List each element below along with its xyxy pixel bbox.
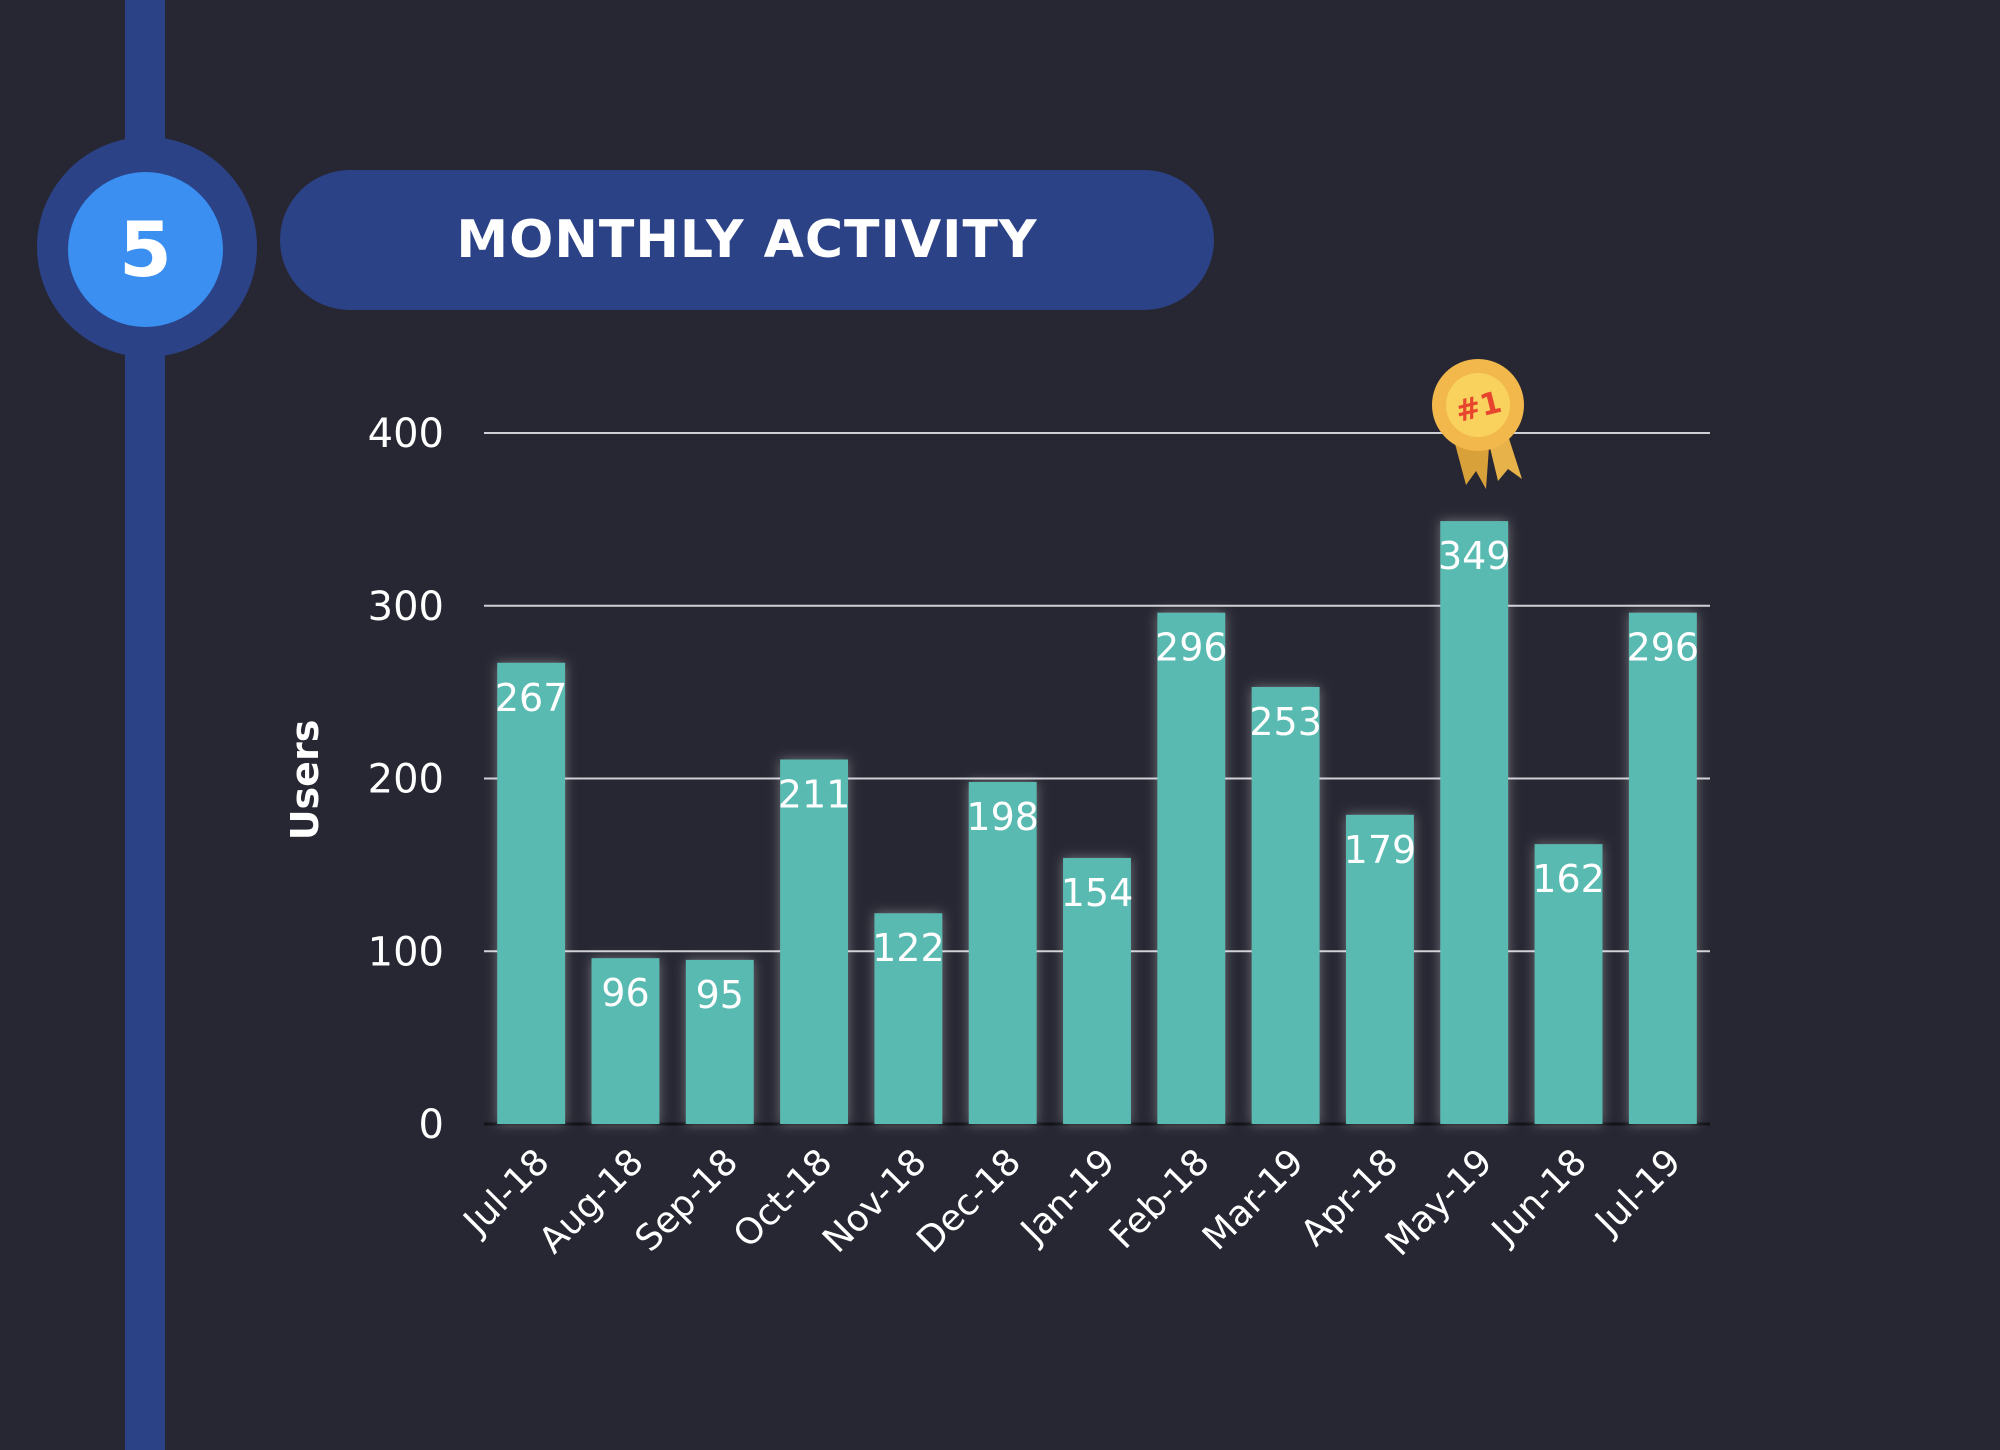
section-title: MONTHLY ACTIVITY bbox=[280, 170, 1214, 310]
step-number-badge: 5 bbox=[68, 172, 223, 327]
y-tick-label: 300 bbox=[368, 584, 444, 630]
bar-value-label: 253 bbox=[1249, 700, 1322, 744]
bar-jan-19 bbox=[1063, 857, 1131, 1124]
y-axis-label: Users bbox=[283, 720, 327, 841]
bar-jul-18 bbox=[497, 662, 566, 1124]
bar-mar-19 bbox=[1251, 686, 1320, 1124]
award-ribbon-icon: #1 bbox=[1432, 359, 1524, 489]
x-tick-label: Sep-18 bbox=[628, 1141, 747, 1260]
bar-value-label: 211 bbox=[778, 772, 851, 816]
bar-value-label: 198 bbox=[966, 795, 1039, 839]
bar-value-label: 154 bbox=[1061, 871, 1134, 915]
bar-jul-19 bbox=[1628, 612, 1697, 1124]
bar-dec-18 bbox=[968, 781, 1037, 1124]
bar-value-label: 349 bbox=[1438, 534, 1511, 578]
bar-may-19 bbox=[1440, 521, 1509, 1124]
bar-value-label: 267 bbox=[495, 676, 568, 720]
bar-value-label: 162 bbox=[1532, 857, 1605, 901]
x-tick-label: Mar-19 bbox=[1195, 1141, 1312, 1258]
x-tick-label: Nov-18 bbox=[815, 1141, 935, 1261]
x-tick-labels: Jul-18Aug-18Sep-18Oct-18Nov-18Dec-18Jan-… bbox=[455, 1141, 1689, 1264]
x-tick-label: Jul-19 bbox=[1587, 1141, 1690, 1244]
x-tick-label: Jan-19 bbox=[1012, 1141, 1123, 1252]
bar-apr-18 bbox=[1345, 814, 1414, 1124]
bars bbox=[497, 521, 1697, 1124]
bar-oct-18 bbox=[780, 759, 849, 1124]
bar-nov-18 bbox=[874, 913, 943, 1124]
y-tick-label: 100 bbox=[368, 929, 444, 975]
bar-sep-18 bbox=[685, 959, 754, 1124]
bar-aug-18 bbox=[591, 958, 660, 1124]
bar-value-label: 96 bbox=[601, 971, 649, 1015]
x-tick-label: Feb-18 bbox=[1102, 1141, 1218, 1257]
y-tick-label: 200 bbox=[368, 757, 444, 803]
y-tick-labels: 0 100 200 300 400 bbox=[368, 411, 444, 1148]
bar-feb-18 bbox=[1157, 612, 1226, 1124]
x-tick-label: Jun-18 bbox=[1483, 1141, 1595, 1253]
x-tick-label: Dec-18 bbox=[909, 1141, 1029, 1261]
bar-value-label: 122 bbox=[872, 926, 945, 970]
bar-value-label: 296 bbox=[1155, 626, 1228, 670]
x-tick-label: May-19 bbox=[1378, 1141, 1501, 1264]
y-tick-label: 400 bbox=[368, 411, 444, 457]
bar-value-label: 95 bbox=[696, 973, 744, 1017]
value-labels: 267 96 95 211 122 198 154 296 253 179 349 162 296 bbox=[495, 534, 1699, 1017]
y-tick-label: 0 bbox=[419, 1102, 444, 1148]
bar-value-label: 179 bbox=[1344, 828, 1417, 872]
bar-jun-18 bbox=[1534, 844, 1603, 1124]
bar-value-label: 296 bbox=[1627, 626, 1700, 670]
x-tick-label: Aug-18 bbox=[532, 1141, 652, 1261]
